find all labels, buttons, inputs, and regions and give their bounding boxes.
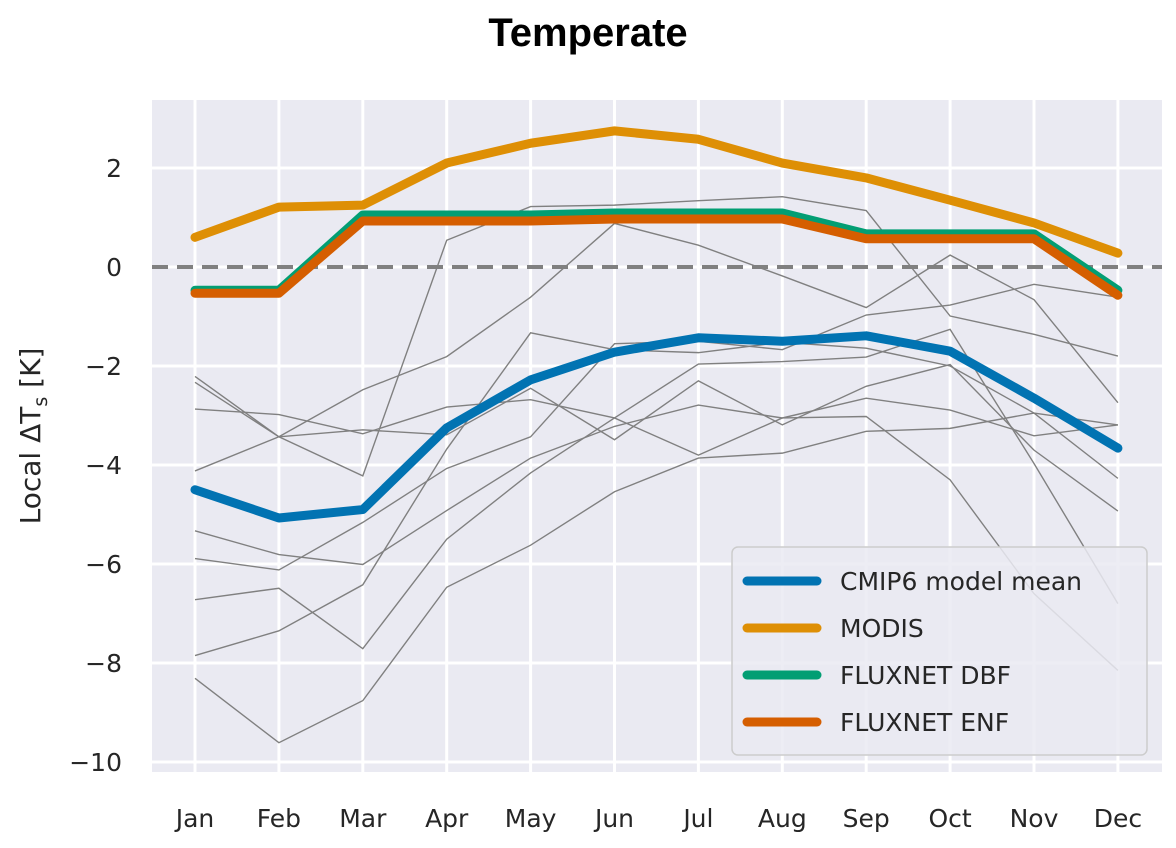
x-tick-label: Jun bbox=[593, 804, 634, 833]
y-tick-label: −2 bbox=[85, 352, 122, 381]
x-tick-label: Feb bbox=[257, 804, 301, 833]
y-tick-label: 2 bbox=[106, 154, 122, 183]
x-tick-label: Aug bbox=[758, 804, 807, 833]
legend-label: MODIS bbox=[840, 614, 924, 643]
series-line-cmip6-model-mean bbox=[190, 331, 1123, 523]
x-tick-label: Jul bbox=[681, 804, 713, 833]
y-axis-label: Local ΔTs [K] bbox=[14, 348, 52, 525]
y-tick-label: −4 bbox=[85, 451, 122, 480]
y-tick-label: −6 bbox=[85, 550, 122, 579]
legend-label: CMIP6 model mean bbox=[840, 567, 1082, 596]
model-line bbox=[194, 222, 1119, 472]
model-line bbox=[194, 196, 1119, 477]
series-line-fluxnet-enf bbox=[190, 214, 1123, 300]
series-lines bbox=[190, 126, 1123, 523]
x-tick-label: Apr bbox=[425, 804, 469, 833]
legend: CMIP6 model mean MODIS FLUXNET DBF FLUXNET … bbox=[731, 546, 1148, 756]
x-tick-label: Mar bbox=[339, 804, 387, 833]
y-tick-labels: 2 0 −2 −4 −6 −8 −10 bbox=[69, 154, 122, 777]
x-tick-label: Jan bbox=[174, 804, 215, 833]
chart-title: Temperate bbox=[488, 11, 687, 55]
model-line bbox=[194, 412, 1118, 744]
model-line bbox=[194, 397, 1118, 566]
x-tick-label: Sep bbox=[843, 804, 890, 833]
model-line bbox=[194, 398, 1119, 671]
x-tick-label: Oct bbox=[928, 804, 971, 833]
y-tick-label: −10 bbox=[69, 748, 122, 777]
y-tick-label: 0 bbox=[106, 253, 122, 282]
y-tick-label: −8 bbox=[85, 649, 122, 678]
x-tick-label: May bbox=[505, 804, 557, 833]
model-line bbox=[194, 328, 1119, 650]
model-line bbox=[194, 332, 1119, 657]
legend-label: FLUXNET DBF bbox=[840, 661, 1011, 690]
legend-label: FLUXNET ENF bbox=[840, 708, 1009, 737]
x-tick-label: Nov bbox=[1010, 804, 1059, 833]
series-line-modis bbox=[190, 126, 1123, 258]
legend-box bbox=[731, 546, 1148, 756]
model-lines bbox=[194, 196, 1119, 744]
x-tick-label: Dec bbox=[1094, 804, 1142, 833]
x-tick-labels: Jan Feb Mar Apr May Jun Jul Aug Sep Oct Nov Dec bbox=[174, 804, 1142, 833]
